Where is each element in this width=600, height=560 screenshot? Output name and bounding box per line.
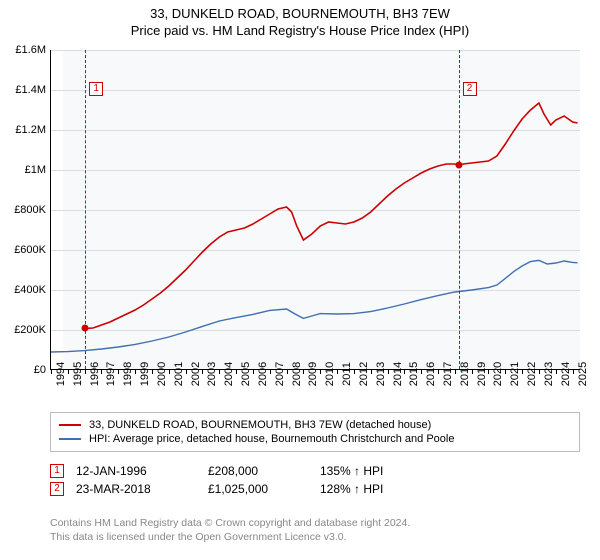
sale-vline: [459, 50, 460, 369]
sale-marker-box: 1: [89, 82, 103, 96]
sale-vline: [85, 50, 86, 369]
sale-price: £208,000: [208, 464, 308, 478]
sales-table: 1 12-JAN-1996 £208,000 135% ↑ HPI 2 23-MAR-20…: [50, 460, 580, 500]
sale-row: 1 12-JAN-1996 £208,000 135% ↑ HPI: [50, 464, 580, 478]
y-axis-tick: £1.4M: [15, 84, 46, 96]
y-axis-tick: £1M: [25, 164, 46, 176]
y-axis-tick: £1.6M: [15, 44, 46, 56]
sale-num: 1: [50, 464, 64, 478]
legend-item: 33, DUNKELD ROAD, BOURNEMOUTH, BH3 7EW (…: [59, 419, 571, 431]
sale-date: 23-MAR-2018: [76, 482, 196, 496]
legend-swatch: [59, 424, 81, 426]
footnote-line: Contains HM Land Registry data © Crown c…: [50, 516, 580, 530]
footnote: Contains HM Land Registry data © Crown c…: [50, 516, 580, 544]
sale-price: £1,025,000: [208, 482, 308, 496]
chart-plot-area: £0£200K£400K£600K£800K£1M£1.2M£1.4M£1.6M…: [50, 50, 580, 370]
sale-dot: [82, 325, 89, 332]
chart-title: 33, DUNKELD ROAD, BOURNEMOUTH, BH3 7EW: [0, 6, 600, 21]
legend-item: HPI: Average price, detached house, Bour…: [59, 433, 571, 445]
legend-swatch: [59, 438, 81, 440]
legend-label: HPI: Average price, detached house, Bour…: [89, 433, 454, 445]
sale-pct: 128% ↑ HPI: [320, 482, 400, 496]
y-axis-tick: £800K: [14, 204, 46, 216]
sale-row: 2 23-MAR-2018 £1,025,000 128% ↑ HPI: [50, 482, 580, 496]
sale-pct: 135% ↑ HPI: [320, 464, 400, 478]
chart-subtitle: Price paid vs. HM Land Registry's House …: [0, 23, 600, 38]
series-hpi: [51, 260, 578, 352]
legend-label: 33, DUNKELD ROAD, BOURNEMOUTH, BH3 7EW (…: [89, 419, 431, 431]
y-axis-tick: £0: [34, 364, 46, 376]
y-axis-tick: £1.2M: [15, 124, 46, 136]
sale-marker-box: 2: [463, 82, 477, 96]
sale-num: 2: [50, 482, 64, 496]
sale-dot: [455, 162, 462, 169]
footnote-line: This data is licensed under the Open Gov…: [50, 530, 580, 544]
series-property: [85, 103, 577, 328]
sale-date: 12-JAN-1996: [76, 464, 196, 478]
y-axis-tick: £600K: [14, 244, 46, 256]
y-axis-tick: £200K: [14, 324, 46, 336]
chart-legend: 33, DUNKELD ROAD, BOURNEMOUTH, BH3 7EW (…: [50, 412, 580, 452]
y-axis-tick: £400K: [14, 284, 46, 296]
